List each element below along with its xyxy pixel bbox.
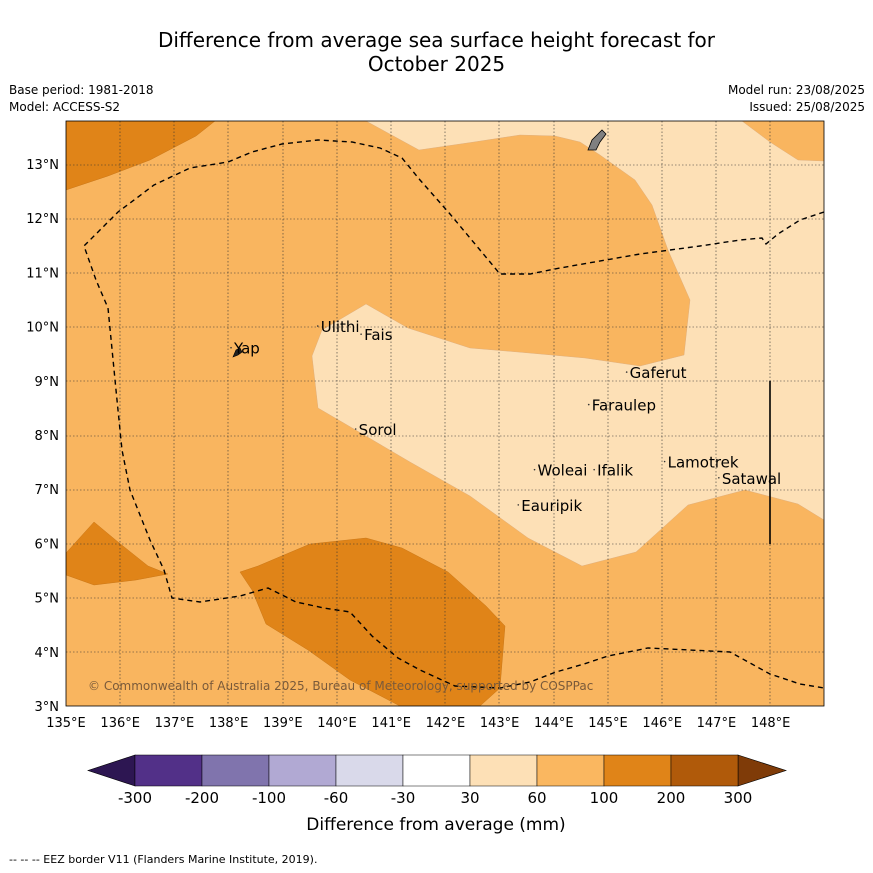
- field-100-200-southwest: [66, 521, 169, 586]
- colorbar-segment: [335, 754, 404, 787]
- colorbar-tick-label: -300: [118, 789, 152, 807]
- latitude-tick-label: 5°N: [35, 592, 60, 607]
- eez-border: [83, 139, 824, 689]
- place-label: Eauripik: [521, 497, 582, 515]
- map-title-line1: Difference from average sea surface heig…: [157, 28, 716, 52]
- graticule: [66, 121, 824, 706]
- place-label: Gaferut: [630, 364, 687, 382]
- issued-label: Issued: 25/08/2025: [749, 100, 865, 114]
- latitude-tick-label: 13°N: [26, 158, 59, 173]
- colorbar-under-triangle: [87, 754, 136, 787]
- map-frame: [65, 120, 825, 707]
- longitude-tick-label: 145°E: [588, 716, 628, 731]
- colorbar-segment: [201, 754, 270, 787]
- colorbar-tick-label: 60: [527, 789, 546, 807]
- map-title-line2: October 2025: [367, 52, 506, 76]
- longitude-tick-labels: 135°E 136°E 137°E 138°E 139°E 140°E 141°E 142°E…: [46, 716, 790, 731]
- place-marker: [663, 460, 666, 463]
- latitude-tick-label: 4°N: [35, 646, 60, 661]
- longitude-tick-label: 147°E: [697, 716, 737, 731]
- latitude-tick-label: 12°N: [26, 212, 59, 227]
- field-30-60-north: [311, 121, 824, 567]
- latitude-tick-labels: 3°N 4°N 5°N 6°N 7°N 8°N 9°N 10°N 11°N 12°N 13°N: [26, 158, 59, 715]
- latitude-tick-label: 3°N: [35, 700, 60, 715]
- place-marker: [360, 333, 362, 335]
- place-label: Satawal: [722, 470, 781, 488]
- place-marker: [354, 428, 357, 430]
- colorbar: -300 -200 -100 -60 -30 30 60 100 200 300 Differen…: [87, 754, 787, 835]
- base-period-label: Base period: 1981-2018: [9, 83, 154, 97]
- colorbar-segment: [134, 754, 203, 787]
- place-marker: [316, 325, 319, 327]
- latitude-tick-label: 6°N: [35, 537, 60, 552]
- place-label: Woleai: [538, 462, 588, 480]
- longitude-tick-label: 139°E: [263, 716, 303, 731]
- longitude-tick-label: 143°E: [480, 716, 520, 731]
- longitude-tick-label: 136°E: [100, 716, 140, 731]
- colorbar-over-triangle: [737, 754, 787, 787]
- longitude-tick-label: 137°E: [155, 716, 195, 731]
- place-label: Yap: [233, 340, 260, 358]
- place-marker: [517, 504, 520, 506]
- place-label: Sorol: [359, 421, 397, 439]
- latitude-tick-label: 9°N: [35, 375, 60, 390]
- place-label: Lamotrek: [668, 454, 739, 472]
- guam-land: [587, 129, 607, 151]
- longitude-tick-label: 140°E: [317, 716, 357, 731]
- place-marker: [718, 476, 720, 479]
- latitude-tick-label: 8°N: [35, 429, 60, 444]
- map-area: © Commonwealth of Australia 2025, Bureau…: [66, 121, 824, 706]
- colorbar-tick-label: -100: [252, 789, 286, 807]
- copyright-notice: © Commonwealth of Australia 2025, Bureau…: [88, 679, 593, 693]
- colorbar-tick-label: -200: [185, 789, 219, 807]
- latitude-tick-label: 11°N: [26, 266, 59, 281]
- colorbar-tick-label: -30: [391, 789, 416, 807]
- longitude-tick-label: 146°E: [642, 716, 682, 731]
- colorbar-segment: [469, 754, 538, 787]
- longitude-tick-label: 138°E: [209, 716, 249, 731]
- model-run-label: Model run: 23/08/2025: [727, 83, 865, 97]
- colorbar-segment: [536, 754, 605, 787]
- latitude-tick-label: 10°N: [26, 321, 59, 336]
- longitude-tick-label: 148°E: [751, 716, 791, 731]
- longitude-tick-label: 142°E: [426, 716, 466, 731]
- eez-legend-note: -- -- -- EEZ border V11 (Flanders Marine…: [9, 853, 318, 866]
- place-marker: [533, 468, 536, 471]
- longitude-tick-label: 135°E: [46, 716, 86, 731]
- place-label: Ifalik: [597, 462, 633, 480]
- model-label: Model: ACCESS-S2: [9, 100, 121, 114]
- colorbar-segment: [670, 754, 739, 787]
- latitude-tick-label: 7°N: [35, 483, 60, 498]
- place-label: Fais: [364, 326, 393, 344]
- place-marker: [587, 403, 590, 406]
- colorbar-title: Difference from average (mm): [306, 815, 565, 835]
- colorbar-segment: [603, 754, 672, 787]
- place-marker: [593, 468, 595, 471]
- place-label: Faraulep: [592, 397, 656, 415]
- place-label: Ulithi: [321, 318, 360, 336]
- colorbar-tick-label: 200: [657, 789, 686, 807]
- field-100-200-northwest: [66, 121, 216, 191]
- yap-land: [232, 347, 243, 358]
- colorbar-tick-label: 100: [590, 789, 619, 807]
- colorbar-segment: [268, 754, 337, 787]
- field-100-200-south: [239, 537, 506, 706]
- longitude-tick-label: 144°E: [534, 716, 574, 731]
- colorbar-tick-label: 30: [460, 789, 479, 807]
- colorbar-tick-label: 300: [724, 789, 753, 807]
- longitude-tick-label: 141°E: [371, 716, 411, 731]
- colorbar-segment: [402, 754, 471, 787]
- place-labels: Yap Ulithi Fais Gaferut Faraulep Sorol Lamotre…: [230, 318, 781, 515]
- place-marker: [230, 346, 232, 349]
- place-marker: [625, 371, 628, 373]
- colorbar-tick-label: -60: [324, 789, 349, 807]
